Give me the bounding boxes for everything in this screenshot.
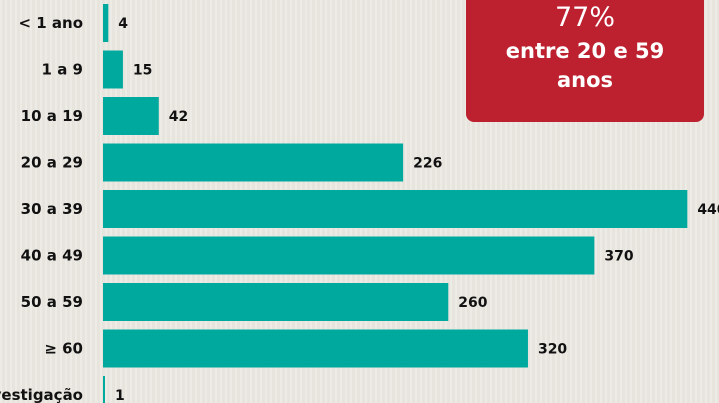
bar-6 [103,283,449,321]
bar-7 [103,329,528,368]
category-label-5: 40 a 49 [21,247,83,265]
category-label-3: 20 a 29 [21,154,83,172]
category-label-4: 30 a 39 [21,200,83,218]
category-label-2: 10 a 19 [21,107,83,125]
category-label-8: Em investigação [0,386,83,403]
highlight-callout: 77% entre 20 e 59 anos [466,0,704,122]
value-label-0: 4 [118,16,128,32]
value-label-7: 320 [538,342,567,358]
category-label-6: 50 a 59 [21,293,83,311]
value-label-8: 1 [115,388,125,403]
callout-text: entre 20 e 59 anos [505,39,665,92]
bar-4 [103,190,688,228]
value-label-2: 42 [169,109,188,125]
category-label-7: ≥ 60 [44,340,83,358]
value-label-6: 260 [458,295,487,311]
value-label-3: 226 [413,156,442,172]
value-label-5: 370 [604,249,633,265]
bar-5 [103,236,595,275]
bar-0 [103,4,109,42]
bar-1 [103,50,123,89]
bar-2 [103,97,159,135]
category-label-0: < 1 ano [18,14,83,32]
value-label-1: 15 [133,63,152,79]
value-label-4: 440 [697,202,719,218]
bar-8 [103,376,105,403]
bar-3 [103,143,404,182]
category-label-1: 1 a 9 [42,61,83,79]
callout-percent: 77% [554,2,615,33]
